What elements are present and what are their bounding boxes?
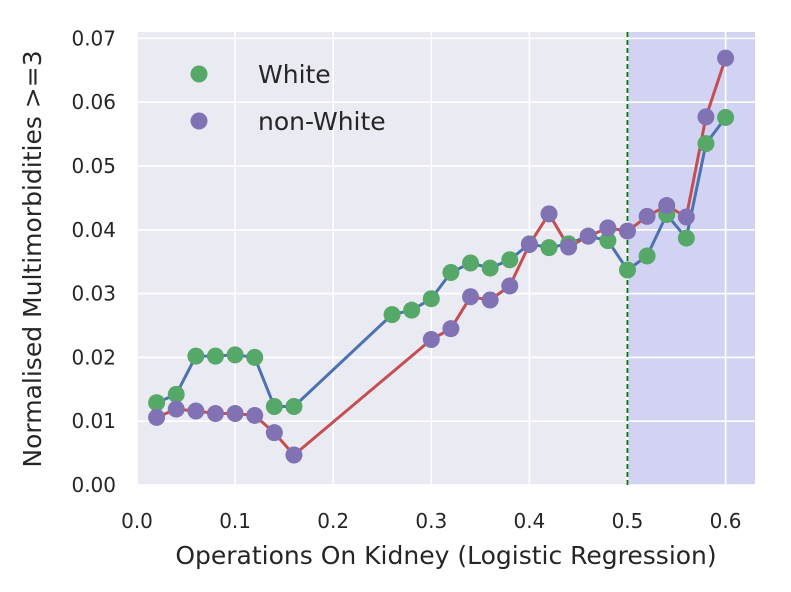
data-point-series-1 <box>638 207 656 225</box>
data-point-series-1 <box>481 291 499 309</box>
data-point-series-1 <box>599 219 617 237</box>
x-tick-label: 0.4 <box>513 509 545 533</box>
y-tick-label: 0.06 <box>71 90 116 114</box>
data-point-series-1 <box>442 320 460 338</box>
y-axis-label: Normalised Multimorbidities >=3 <box>18 50 47 467</box>
data-point-series-0 <box>246 348 264 366</box>
data-point-series-1 <box>579 227 597 245</box>
legend-marker-0 <box>190 65 208 83</box>
data-point-series-0 <box>422 290 440 308</box>
y-tick-labels: 0.00 0.01 0.02 0.03 0.04 0.05 0.06 0.07 <box>71 26 116 497</box>
data-point-series-0 <box>697 135 715 153</box>
series-layer <box>148 49 735 464</box>
data-point-series-0 <box>442 264 460 282</box>
y-tick-label: 0.04 <box>71 218 116 242</box>
data-point-series-1 <box>501 277 519 295</box>
data-point-series-0 <box>148 394 166 412</box>
data-point-series-0 <box>677 229 695 247</box>
x-tick-label: 0.2 <box>317 509 349 533</box>
data-point-series-0 <box>540 239 558 257</box>
data-point-series-1 <box>618 222 636 240</box>
data-point-series-1 <box>677 208 695 226</box>
data-point-series-0 <box>599 232 617 250</box>
data-point-series-0 <box>265 398 283 416</box>
data-point-series-0 <box>462 254 480 272</box>
data-point-series-0 <box>167 385 185 403</box>
data-point-series-0 <box>618 261 636 279</box>
data-point-series-1 <box>167 400 185 418</box>
data-point-series-0 <box>383 306 401 324</box>
data-point-series-0 <box>717 108 735 126</box>
data-point-series-0 <box>206 347 224 365</box>
data-point-series-1 <box>462 288 480 306</box>
data-point-series-1 <box>717 49 735 67</box>
data-point-series-1 <box>520 235 538 253</box>
data-point-series-1 <box>148 408 166 426</box>
legend-label-1: non-White <box>258 107 386 136</box>
y-tick-label: 0.05 <box>71 154 116 178</box>
data-point-series-0 <box>285 398 303 416</box>
legend: White non-White <box>190 60 386 136</box>
y-tick-label: 0.07 <box>71 26 116 50</box>
data-point-series-0 <box>226 346 244 364</box>
data-point-series-1 <box>658 197 676 215</box>
y-tick-label: 0.00 <box>71 473 116 497</box>
legend-marker-1 <box>190 112 208 130</box>
x-axis-label: Operations On Kidney (Logistic Regressio… <box>175 541 716 570</box>
data-point-series-0 <box>187 347 205 365</box>
data-point-series-0 <box>481 259 499 277</box>
legend-label-0: White <box>258 60 331 89</box>
data-point-series-1 <box>246 406 264 424</box>
data-point-series-1 <box>187 402 205 420</box>
data-point-series-0 <box>501 251 519 269</box>
data-point-series-1 <box>422 331 440 349</box>
data-point-series-1 <box>285 446 303 464</box>
data-point-series-1 <box>265 424 283 442</box>
data-point-series-1 <box>226 405 244 423</box>
x-tick-label: 0.5 <box>612 509 644 533</box>
x-tick-label: 0.1 <box>219 509 251 533</box>
y-tick-label: 0.03 <box>71 282 116 306</box>
data-point-series-0 <box>403 301 421 319</box>
y-tick-label: 0.02 <box>71 345 116 369</box>
data-point-series-1 <box>697 108 715 126</box>
data-point-series-1 <box>560 238 578 256</box>
data-point-series-0 <box>638 247 656 265</box>
data-point-series-1 <box>540 205 558 223</box>
x-tick-label: 0.3 <box>415 509 447 533</box>
data-point-series-1 <box>206 405 224 423</box>
y-tick-label: 0.01 <box>71 409 116 433</box>
x-tick-labels: 0.0 0.1 0.2 0.3 0.4 0.5 0.6 <box>121 509 741 533</box>
x-tick-label: 0.0 <box>121 509 153 533</box>
x-tick-label: 0.6 <box>710 509 742 533</box>
